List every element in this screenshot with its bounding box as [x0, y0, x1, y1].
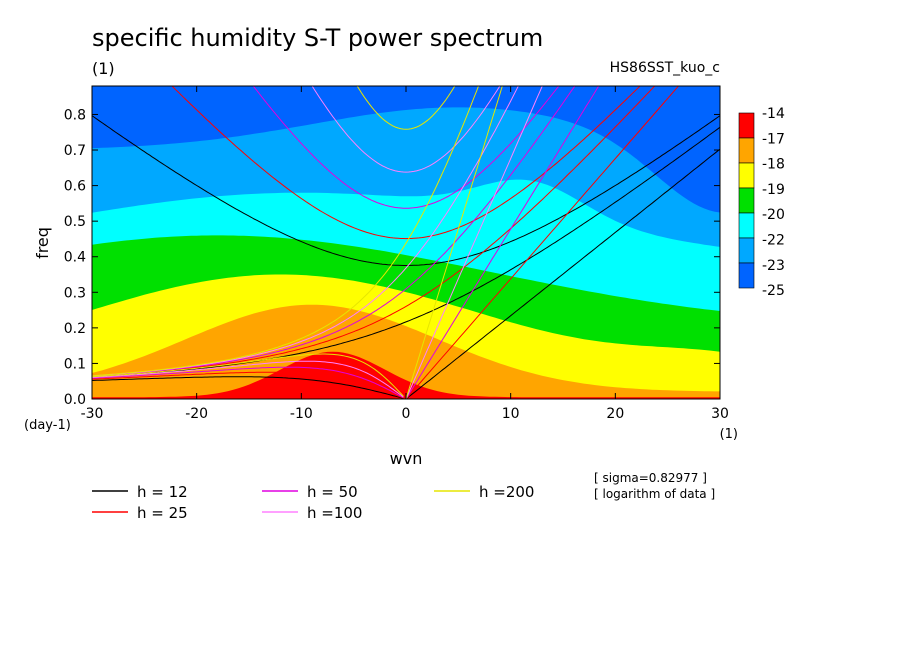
filled-contours [92, 86, 720, 399]
mrg-wave-curve [92, 86, 519, 377]
colorbar-label: -19 [762, 182, 785, 198]
y-tick-label: 0.8 [64, 107, 86, 123]
log-note: [ logarithm of data ] [594, 487, 715, 501]
kelvin-wave-curve [405, 86, 680, 399]
contour-band [92, 351, 720, 399]
y-axis-unit: (day-1) [24, 418, 71, 433]
colorbar-label: -14 [762, 106, 785, 122]
y-tick-label: 0.5 [64, 214, 86, 230]
y-tick-label: 0.2 [64, 321, 86, 337]
rossby-wave-curve [92, 366, 404, 399]
y-tick-label: 0.1 [64, 356, 86, 372]
legend-label: h =200 [479, 483, 534, 501]
kelvin-wave-curve [405, 148, 720, 399]
rossby-wave-curve [92, 360, 404, 398]
gravity-wave-curve [356, 86, 456, 130]
colorbar: -14 -17 -18 -19 -20 -22 -23 -25 [738, 106, 785, 299]
colorbar-swatch [738, 162, 755, 189]
colorbar-label: -17 [762, 131, 785, 147]
x-axis-label: wvn [390, 449, 423, 468]
y-tick-label: 0.3 [64, 285, 86, 301]
mrg-wave-curve [92, 86, 656, 378]
gravity-wave-curve [171, 86, 641, 240]
contour-band [92, 304, 720, 399]
rossby-wave-curve [92, 376, 404, 399]
rossby-wave-curve [92, 353, 404, 397]
plot-area: -30 -20 -10 0 10 20 30 0.00.10.20.30.40.50.60.… [64, 85, 729, 422]
mrg-wave-curve [92, 86, 576, 377]
x-axis-unit: (1) [720, 427, 738, 442]
gravity-wave-curve [252, 86, 560, 209]
x-tick-label: 10 [502, 406, 520, 422]
rossby-wave-curve [92, 371, 404, 399]
y-tick-label: 0.6 [64, 179, 86, 195]
colorbar-label: -23 [762, 258, 785, 274]
kelvin-wave-curve [405, 86, 600, 399]
gravity-wave-curve [92, 115, 720, 266]
colorbar-swatch [738, 137, 755, 164]
x-tick-label: -10 [290, 406, 313, 422]
x-tick-label: 0 [402, 406, 411, 422]
chart-title: specific humidity S-T power spectrum [92, 24, 543, 52]
colorbar-swatch [738, 112, 755, 139]
run-name: HS86SST_kuo_c [610, 60, 720, 76]
kelvin-wave-curve [405, 86, 543, 399]
y-axis-label: freq [33, 227, 52, 259]
dispersion-curves [92, 86, 720, 399]
x-tick-label: -30 [81, 406, 104, 422]
y-tick-label: 0.4 [64, 250, 86, 266]
y-axis-ticks: 0.0 0.1 0.2 0.3 0.4 0.5 0.6 0.7 0.8 [64, 107, 720, 408]
colorbar-label: -20 [762, 207, 785, 223]
x-axis-ticks: -30 -20 -10 0 10 20 30 [81, 86, 729, 422]
legend-label: h = 50 [307, 483, 358, 501]
y-tick-label: 0.0 [64, 392, 86, 408]
x-tick-label: 20 [606, 406, 624, 422]
colorbar-swatch [738, 262, 755, 289]
colorbar-swatch [738, 212, 755, 239]
mrg-wave-curve [92, 86, 480, 377]
x-tick-label: 30 [711, 406, 729, 422]
curve-legend: h = 12 h = 25 h = 50 h =100 h =200 [92, 483, 534, 522]
colorbar-swatch [738, 237, 755, 264]
colorbar-label: -18 [762, 157, 785, 173]
legend-label: h =100 [307, 504, 362, 522]
legend-label: h = 25 [137, 504, 188, 522]
sigma-note: [ sigma=0.82977 ] [594, 471, 707, 485]
y-tick-label: 0.7 [64, 143, 86, 159]
gravity-wave-curve [311, 86, 501, 173]
chart-unit: (1) [92, 59, 115, 78]
legend-label: h = 12 [137, 483, 188, 501]
kelvin-wave-curve [405, 86, 503, 399]
x-tick-label: -20 [185, 406, 208, 422]
colorbar-label: -25 [762, 283, 785, 299]
mrg-wave-curve [92, 126, 720, 378]
colorbar-swatch [738, 187, 755, 214]
colorbar-label: -22 [762, 233, 785, 249]
